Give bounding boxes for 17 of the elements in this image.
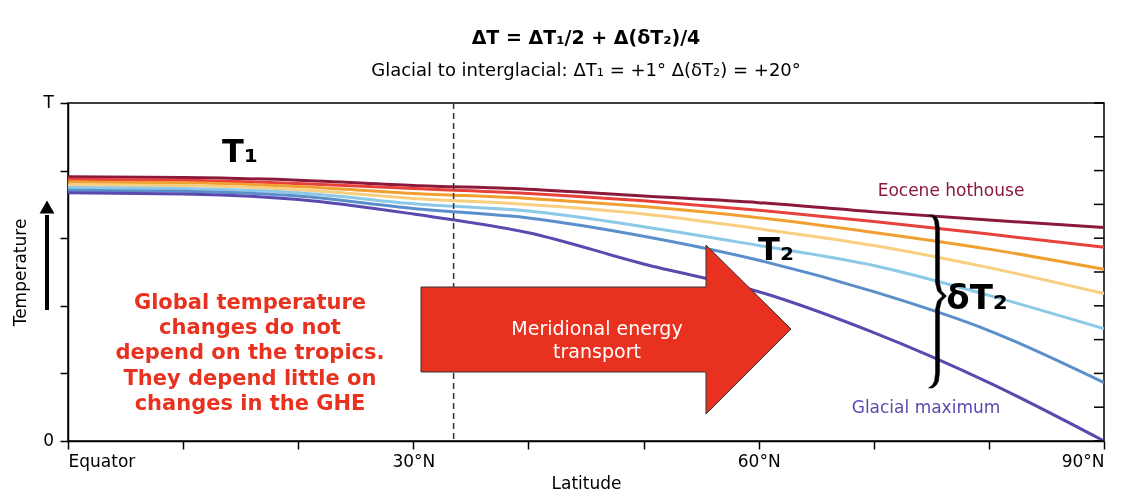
x-tick-label: Equator bbox=[68, 450, 136, 471]
chart-subtitle: Glacial to interglacial: ΔT₁ = +1° Δ(δT₂) = +20° bbox=[371, 59, 801, 80]
y-axis-title: Temperature bbox=[9, 218, 30, 328]
annotation: T₂ bbox=[758, 230, 794, 268]
x-axis-title: Latitude bbox=[551, 472, 622, 493]
text: T bbox=[42, 92, 55, 112]
text: T₁ bbox=[222, 132, 258, 170]
x-tick-label: 60°N bbox=[737, 450, 781, 471]
annotation: Eocene hothouse bbox=[877, 180, 1025, 200]
annotation: Global temperature changes do not depend on the tropics. They depend little on changes in the GHE bbox=[115, 290, 385, 415]
chart-title: ΔT = ΔT₁/2 + Δ(δT₂)/4 bbox=[471, 26, 701, 48]
x-tick-label: 30°N bbox=[392, 450, 436, 471]
annotation: Glacial maximum bbox=[851, 397, 1001, 417]
annotation: Meridional energy transport bbox=[511, 317, 683, 362]
text: 0 bbox=[43, 430, 54, 450]
annotation: δT₂ bbox=[946, 277, 1008, 317]
x-tick-label: 90°N bbox=[1061, 450, 1105, 471]
